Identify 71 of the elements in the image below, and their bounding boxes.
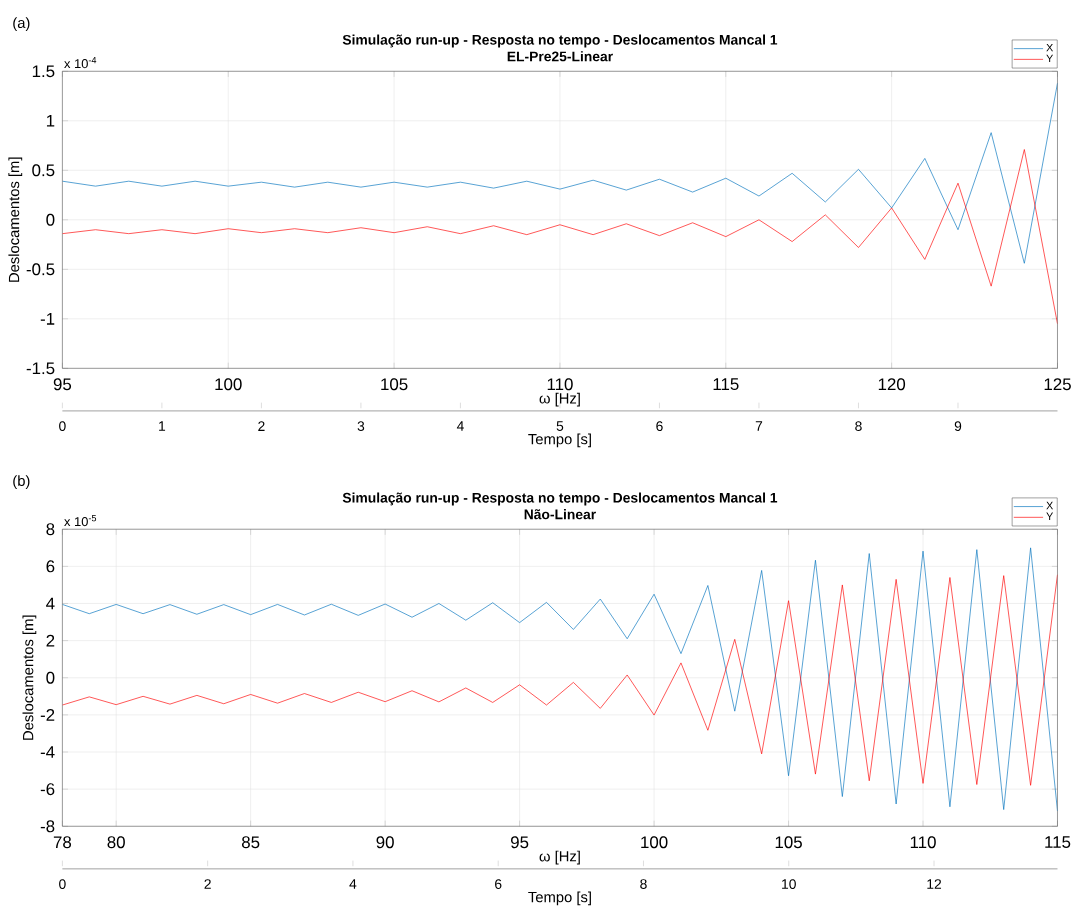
y-tick-label: 1 [46, 115, 55, 127]
x-tick-label: 115 [1045, 836, 1071, 849]
y-tick-label: 1.5 [32, 65, 55, 78]
x-tick-label: 85 [241, 836, 260, 849]
y-axis-title: Deslocamentos [m] [8, 157, 23, 282]
x2-tick-label: 1 [159, 421, 166, 431]
x-tick-label: 120 [878, 378, 906, 391]
x2-tick-label: 5 [556, 421, 564, 431]
text: (a) [13, 17, 30, 32]
x2-tick-label: 2 [258, 421, 265, 431]
legend-label: X [1046, 501, 1054, 510]
y-tick-label: 8 [46, 523, 55, 536]
x2-tick-label: 4 [349, 879, 357, 889]
text: (b) [13, 475, 30, 489]
y-tick-label: 0 [46, 671, 55, 684]
x2-tick-label: 0 [59, 421, 66, 432]
x2-tick-label: 7 [755, 421, 763, 431]
y-tick-label: -4 [40, 746, 55, 758]
x2-tick-label: 9 [954, 421, 962, 432]
x-tick-label: 125 [1044, 378, 1071, 391]
x-tick-label: 90 [376, 836, 394, 849]
x-tick-label: 110 [547, 378, 573, 391]
y-tick-label: -0.5 [26, 263, 55, 276]
x2-tick-label: 0 [59, 879, 66, 890]
line-series [62, 149, 1058, 325]
chart-title: Simulação run-up - Resposta no tempo - Deslocamentos Mancal 1 [342, 34, 778, 48]
x2-tick-label: 8 [855, 421, 862, 432]
x-axis-title: ω [Hz] [539, 392, 580, 407]
y-tick-label: 0.5 [32, 164, 55, 177]
y-tick-label: -8 [40, 820, 55, 833]
y-tick-label: 4 [46, 597, 55, 610]
x2-tick-label: 6 [656, 421, 663, 432]
y-tick-label: 0 [46, 213, 55, 226]
chart-subtitle: EL-Pre25-Linear [507, 51, 613, 62]
x-tick-label: 105 [775, 836, 802, 849]
y-tick-label: -1.5 [26, 362, 55, 375]
x-tick-label: 105 [381, 378, 408, 391]
y-axis-title: Deslocamentos [m] [22, 615, 37, 740]
x2-axis-title: Tempo [s] [528, 891, 591, 906]
line-series [62, 82, 1058, 264]
x-tick-label: 80 [107, 836, 125, 849]
x2-tick-label: 3 [357, 421, 365, 432]
y-tick-label: 2 [46, 634, 55, 647]
x-tick-label: 115 [713, 378, 739, 391]
y-tick-label: -6 [40, 783, 55, 796]
legend-label: X [1046, 43, 1054, 52]
x-tick-label: 78 [53, 836, 72, 849]
x2-tick-label: 8 [640, 879, 647, 890]
x-tick-label: 95 [510, 836, 529, 849]
y-tick-label: -2 [40, 709, 55, 721]
y-tick-label: 6 [46, 560, 55, 573]
x2-tick-label: 12 [927, 879, 942, 889]
x2-tick-label: 10 [782, 879, 796, 890]
x-tick-label: 100 [641, 836, 668, 849]
x2-tick-label: 6 [495, 879, 502, 890]
line-series [62, 547, 1058, 812]
legend-label: Y [1046, 54, 1054, 63]
text: x 10$^{-5}$ [64, 515, 97, 527]
x2-axis-title: Tempo [s] [528, 433, 591, 448]
legend-label: Y [1046, 512, 1054, 521]
x-tick-label: 100 [215, 378, 242, 391]
x-tick-label: 95 [53, 378, 72, 391]
text: x 10$^{-4}$ [64, 57, 97, 69]
x2-tick-label: 4 [456, 421, 464, 431]
x2-tick-label: 2 [204, 879, 211, 889]
x-tick-label: 110 [910, 836, 936, 849]
y-tick-label: -1 [40, 313, 55, 325]
line-series [62, 574, 1058, 786]
x-axis-title: ω [Hz] [539, 850, 580, 865]
chart-title: Simulação run-up - Resposta no tempo - Deslocamentos Mancal 1 [342, 492, 778, 506]
chart-subtitle: Não-Linear [524, 509, 596, 520]
